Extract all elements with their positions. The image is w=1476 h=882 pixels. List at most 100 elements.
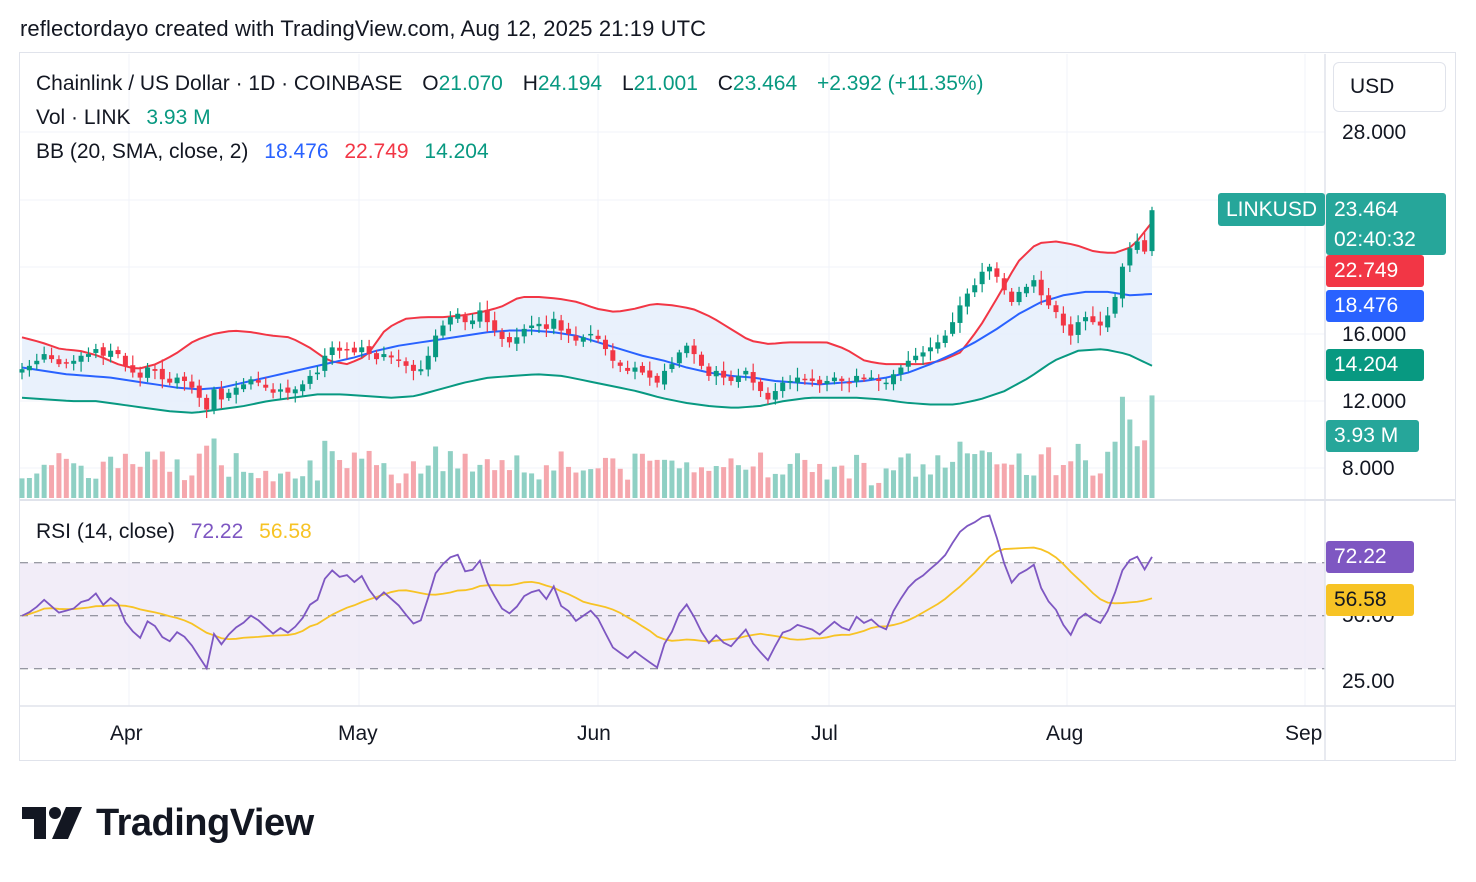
volume-bar — [277, 473, 283, 498]
legend-bollinger[interactable]: BB (20, SMA, close, 2) 18.476 22.749 14.… — [36, 140, 489, 164]
bar-countdown: 02:40:32 — [1334, 228, 1416, 251]
volume-bar — [942, 467, 948, 498]
currency-button[interactable]: USD — [1333, 62, 1446, 112]
candle-body — [34, 360, 40, 365]
candle-body — [145, 367, 151, 378]
candle-body — [19, 369, 25, 373]
volume-bar — [167, 471, 173, 498]
volume-bar — [979, 450, 985, 498]
volume-bar — [174, 459, 180, 498]
candle-body — [292, 389, 298, 394]
candle-body — [277, 389, 283, 392]
candle-body — [100, 347, 106, 356]
volume-bar — [1142, 440, 1148, 498]
candle-body — [1016, 291, 1022, 303]
candle-body — [137, 372, 143, 378]
volume-bar — [529, 473, 535, 498]
candle-body — [152, 369, 158, 371]
candle-body — [1038, 279, 1044, 296]
volume-bar — [506, 470, 512, 498]
volume-bar — [388, 474, 394, 498]
volume-bar — [78, 465, 84, 498]
volume-bar — [152, 459, 158, 498]
volume-bar — [824, 479, 830, 498]
volume-bar — [322, 440, 328, 498]
volume-bar — [100, 461, 106, 498]
candle-body — [639, 365, 645, 373]
candle-body — [987, 266, 993, 272]
volume-bar — [462, 453, 468, 498]
volume-bar — [662, 459, 668, 498]
candle-body — [1001, 278, 1007, 291]
candle-body — [898, 367, 904, 375]
volume-bar — [351, 452, 357, 498]
legend-volume[interactable]: Vol · LINK 3.93 M — [36, 106, 211, 130]
time-axis-label: Jul — [811, 722, 838, 745]
candle-body — [728, 376, 734, 381]
time-axis-label: Jun — [577, 722, 611, 745]
volume-bar — [536, 479, 542, 498]
volume-bar — [514, 455, 520, 498]
candle-body — [735, 375, 741, 382]
volume-bar — [698, 467, 704, 498]
candle-body — [418, 369, 424, 372]
volume-bar — [794, 453, 800, 498]
volume-bar — [226, 476, 232, 498]
volume-bar — [374, 465, 380, 498]
candle-body — [285, 387, 291, 393]
candle-body — [255, 380, 261, 383]
candle-body — [506, 337, 512, 343]
candle-body — [462, 315, 468, 323]
candle-body — [891, 374, 897, 385]
candle-body — [351, 347, 357, 353]
volume-bar — [285, 471, 291, 498]
chart-attribution: reflectordayo created with TradingView.c… — [20, 16, 707, 41]
volume-bar — [972, 454, 978, 498]
volume-bar — [145, 451, 151, 498]
candle-body — [794, 377, 800, 383]
tradingview-logo[interactable]: TradingView — [22, 800, 314, 846]
volume-bar — [743, 469, 749, 498]
candle-body — [942, 335, 948, 343]
volume-bar — [521, 472, 527, 498]
volume-label: Vol · LINK — [36, 106, 131, 129]
symbol-title[interactable]: Chainlink / US Dollar · 1D · COINBASE — [36, 72, 403, 95]
time-axis-label: Sep — [1285, 722, 1323, 745]
volume-bar — [470, 471, 476, 498]
time-axis-label: Aug — [1046, 722, 1084, 745]
volume-bar — [846, 478, 852, 498]
volume-bar — [750, 466, 756, 498]
volume-bar — [196, 453, 202, 498]
volume-bar — [580, 470, 586, 498]
bb-upper-value: 22.749 — [344, 140, 409, 163]
volume-bar — [876, 482, 882, 498]
candle-body — [159, 368, 165, 380]
candle-body — [617, 362, 623, 366]
candle-body — [588, 333, 594, 336]
candle-body — [484, 309, 490, 323]
candle-body — [669, 364, 675, 369]
candle-body — [868, 377, 874, 380]
volume-bar — [26, 477, 32, 498]
volume-bar — [735, 465, 741, 498]
volume-bar — [1083, 460, 1089, 498]
candle-body — [366, 346, 372, 355]
candle-body — [979, 271, 985, 285]
candle-body — [817, 379, 823, 385]
volume-bar — [817, 463, 823, 498]
candle-body — [78, 355, 84, 362]
candle-body — [425, 355, 431, 370]
candle-body — [1149, 210, 1155, 252]
legend-rsi[interactable]: RSI (14, close) 72.22 56.58 — [36, 520, 312, 544]
candle-body — [654, 375, 660, 383]
open-label: O — [422, 72, 439, 95]
candle-body — [307, 375, 313, 384]
volume-bar — [964, 453, 970, 498]
candle-body — [529, 325, 535, 329]
candle-body — [920, 352, 926, 357]
bb-basis-tag: 18.476 — [1326, 290, 1424, 322]
candle-body — [558, 320, 564, 331]
bb-lower-value: 14.204 — [424, 140, 489, 163]
volume-bar — [211, 438, 217, 498]
